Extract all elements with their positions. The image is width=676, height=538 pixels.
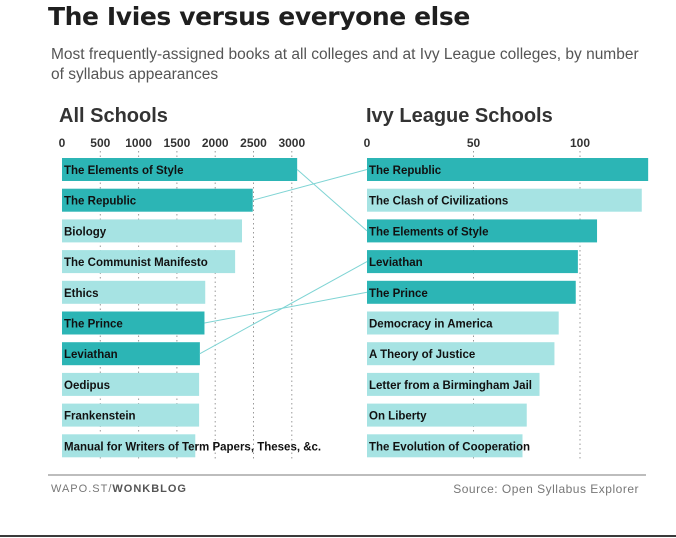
ivy-league-bar xyxy=(367,188,642,212)
credit-brand: WONKBLOG xyxy=(112,483,187,495)
ivy-league-bar-label-the-clash-of-civilizations: The Clash of Civilizations xyxy=(369,196,508,208)
all-schools-bar xyxy=(62,188,253,212)
ivy-league-bar xyxy=(367,342,555,366)
bar-charts: 050010001500200025003000050100150200The … xyxy=(59,136,649,460)
connector-line-the-elements-of-style xyxy=(296,169,368,232)
ivy-league-bar-label-the-republic: The Republic xyxy=(369,165,442,177)
ivy-league-bar-label-leviathan: Leviathan xyxy=(369,257,423,269)
all-schools-bar-label-ethics: Ethics xyxy=(64,288,99,300)
ivy-league-panel-title: Ivy League Schools xyxy=(366,105,553,127)
credit-prefix: WAPO.ST/ xyxy=(51,483,113,495)
ivy-league-bar xyxy=(367,280,576,304)
all-schools-bar-label-the-prince: The Prince xyxy=(64,319,123,331)
all-schools-tick-label: 2000 xyxy=(202,136,229,150)
footer-credit: WAPO.ST/WONKBLOG xyxy=(51,483,187,495)
all-schools-bar-label-the-elements-of-style: The Elements of Style xyxy=(64,165,184,177)
all-schools-tick-label: 2500 xyxy=(240,136,267,150)
ivy-league-tick-label: 0 xyxy=(364,136,371,150)
ivy-league-bar-label-a-theory-of-justice: A Theory of Justice xyxy=(369,349,475,361)
all-schools-bar-label-the-communist-manifesto: The Communist Manifesto xyxy=(64,257,208,269)
ivy-league-bar-label-democracy-in-america: Democracy in America xyxy=(369,319,493,331)
ivy-league-bar xyxy=(367,250,578,274)
all-schools-panel-title: All Schools xyxy=(59,105,168,127)
all-schools-tick-label: 3000 xyxy=(278,136,305,150)
all-schools-bar-label-oedipus: Oedipus xyxy=(64,380,110,392)
ivy-league-bar xyxy=(367,403,527,427)
all-schools-bar xyxy=(62,219,243,243)
all-schools-tick-label: 0 xyxy=(59,136,66,150)
ivy-league-tick-label: 100 xyxy=(570,136,590,150)
ivy-league-bar-label-on-liberty: On Liberty xyxy=(369,411,427,423)
footer-source: Source: Open Syllabus Explorer xyxy=(453,482,639,496)
all-schools-bar xyxy=(62,434,196,458)
all-schools-tick-label: 1000 xyxy=(125,136,152,150)
label-layer: The Elements of Style The Republic Biology… xyxy=(64,165,532,453)
all-schools-bar xyxy=(62,158,298,181)
bottom-border xyxy=(0,535,676,537)
ivy-league-bar-label-the-elements-of-style: The Elements of Style xyxy=(369,226,489,238)
connector-layer xyxy=(199,169,368,355)
ivy-league-bar xyxy=(367,434,523,458)
all-schools-bar xyxy=(62,342,200,366)
ivy-league-bar xyxy=(367,311,559,335)
chart-title: The Ivies versus everyone else xyxy=(48,2,470,31)
all-schools-bar xyxy=(62,372,200,396)
all-schools-bar-label-leviathan: Leviathan xyxy=(64,349,118,361)
grid-layer: 050010001500200025003000050100150200 xyxy=(59,136,590,460)
ivy-league-bar xyxy=(367,158,649,181)
ivy-league-bar-label-the-evolution-of-cooperation: The Evolution of Cooperation xyxy=(369,441,530,453)
all-schools-bar-label-the-republic: The Republic xyxy=(64,196,137,208)
all-schools-bar xyxy=(62,280,206,304)
bar-layer xyxy=(62,158,649,458)
all-schools-bar xyxy=(62,250,236,274)
ivy-league-bar-label-the-prince: The Prince xyxy=(369,288,428,300)
ivy-league-bar xyxy=(367,219,598,243)
all-schools-bar-label-biology: Biology xyxy=(64,226,107,238)
all-schools-tick-label: 500 xyxy=(90,136,110,150)
all-schools-bar xyxy=(62,403,200,427)
footer-divider xyxy=(48,474,646,476)
connector-line-leviathan xyxy=(199,261,368,355)
all-schools-bar xyxy=(62,311,205,335)
connector-line-the-republic xyxy=(252,169,368,201)
all-schools-bar-label-manual-for-writers-of-term-papers-theses-c: Manual for Writers of Term Papers, These… xyxy=(64,441,321,453)
all-schools-bar-label-frankenstein: Frankenstein xyxy=(64,411,136,423)
connector-line-the-prince xyxy=(204,291,368,324)
ivy-league-bar xyxy=(367,372,540,396)
all-schools-tick-label: 1500 xyxy=(164,136,191,150)
chart-subtitle: Most frequently-assigned books at all co… xyxy=(51,46,639,83)
ivy-league-bar-label-letter-from-a-birmingham-jail: Letter from a Birmingham Jail xyxy=(369,380,532,392)
ivy-league-tick-label: 50 xyxy=(467,136,481,150)
